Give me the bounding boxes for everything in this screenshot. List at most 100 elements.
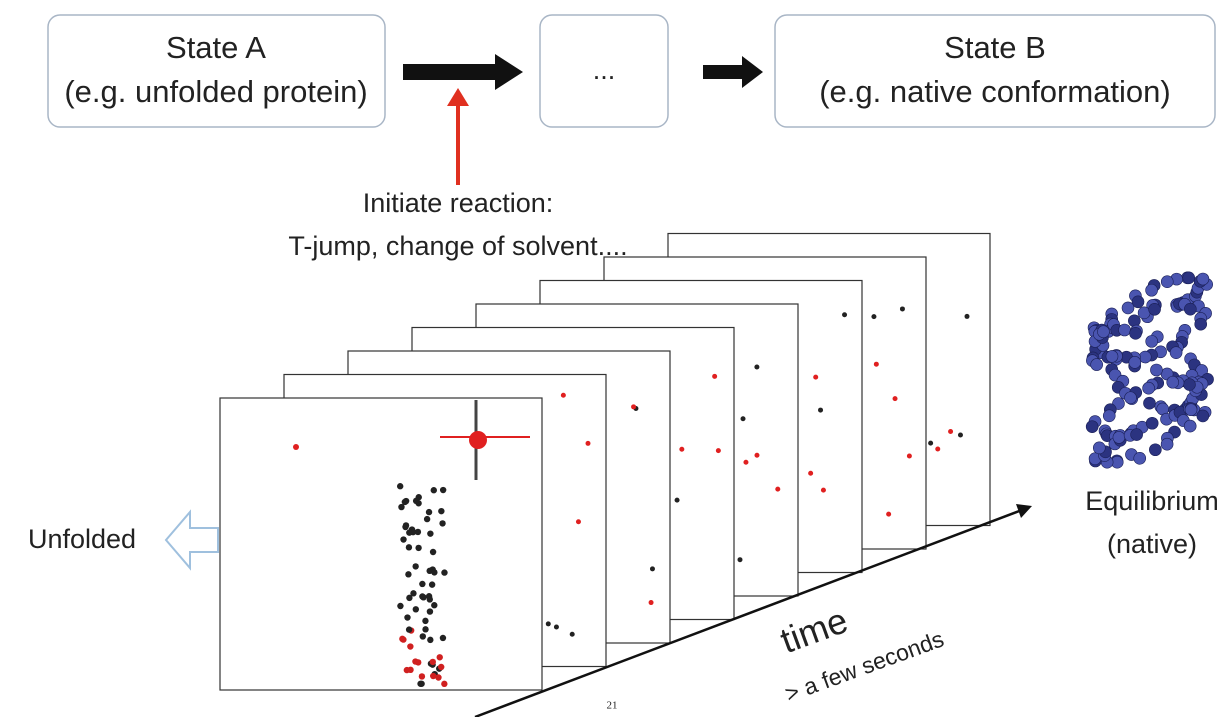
spectrum-peak xyxy=(398,503,405,511)
spectrum-peak xyxy=(715,448,721,454)
spectrum-peak xyxy=(438,507,445,515)
spectrum-peak xyxy=(422,617,429,625)
spectrum-peak xyxy=(428,581,436,588)
spectrum-peak xyxy=(886,511,892,517)
spectrum-peak xyxy=(928,440,934,446)
protein-atom xyxy=(1184,403,1198,417)
protein-atom xyxy=(1130,428,1143,441)
protein-atom xyxy=(1150,363,1163,377)
spectrum-peak xyxy=(679,446,685,452)
spectrum-peak xyxy=(412,606,420,613)
spectrum-peak xyxy=(469,431,487,449)
protein-atom xyxy=(1149,443,1162,457)
spectrum-peak xyxy=(899,306,905,312)
spectrum-peak xyxy=(419,633,427,640)
protein-atom xyxy=(1118,323,1131,337)
spectrum-peak xyxy=(415,544,422,552)
spectrum-peak xyxy=(426,596,433,603)
protein-atom xyxy=(1085,420,1099,433)
intermediate-box xyxy=(539,14,669,128)
spectrum-peak xyxy=(585,440,591,446)
spectrum-peak xyxy=(948,428,954,434)
protein-atom xyxy=(1184,302,1197,316)
spectrum-peak xyxy=(964,313,970,319)
unfolded-label: Unfolded xyxy=(28,524,136,554)
spectrum-peak xyxy=(545,621,551,627)
spectrum-peak xyxy=(426,608,434,615)
state-a-subtitle: (e.g. unfolded protein) xyxy=(64,74,367,109)
spectrum-peak xyxy=(400,636,407,643)
spectrum-peak xyxy=(423,515,431,523)
protein-atom xyxy=(1128,356,1142,369)
spectrum-peak xyxy=(425,508,433,516)
protein-atom xyxy=(1092,441,1106,455)
protein-atom xyxy=(1133,451,1147,465)
spectrum-peak xyxy=(575,519,581,525)
spectrum-peak xyxy=(396,483,404,490)
spectrum-frame xyxy=(219,397,543,691)
protein-atom xyxy=(1138,350,1152,364)
spectrum-peak xyxy=(430,672,437,680)
spectrum-peak xyxy=(427,530,434,537)
end-label: Equilibrium xyxy=(1085,486,1219,516)
spectrum-peak xyxy=(422,626,429,633)
spectrum-peak xyxy=(813,374,819,380)
reaction-arrow xyxy=(403,54,523,90)
trigger-line: Initiate reaction: xyxy=(363,188,554,218)
spectra-stack xyxy=(219,232,991,691)
spectrum-peak xyxy=(437,663,445,671)
spectrum-peak xyxy=(431,569,438,576)
intermediate-title: ... xyxy=(593,55,616,85)
protein-atom xyxy=(1145,283,1158,297)
spectrum-peak xyxy=(431,602,438,609)
spectrum-peak xyxy=(957,432,963,438)
spectrum-peak xyxy=(439,486,447,494)
trigger-arrowhead xyxy=(447,88,469,106)
protein-atom xyxy=(1196,409,1210,423)
spectrum-peak xyxy=(418,680,425,687)
end-label: (native) xyxy=(1107,529,1197,559)
spectrum-peak xyxy=(842,312,848,318)
spectrum-peak xyxy=(775,486,781,492)
time-axis xyxy=(474,508,1023,717)
protein-atom xyxy=(1143,396,1156,410)
protein-atom xyxy=(1090,358,1103,371)
spectrum-peak xyxy=(405,626,413,633)
spectrum-peak xyxy=(808,470,814,476)
protein-atom xyxy=(1102,409,1116,423)
state-a-box xyxy=(47,14,386,128)
spectrum-peak xyxy=(631,404,637,410)
spectrum-peak xyxy=(412,497,420,505)
state-a-title: State A xyxy=(166,30,266,65)
time-label: time xyxy=(775,599,853,661)
spectrum-peak xyxy=(436,654,443,661)
spectrum-peak xyxy=(712,373,718,379)
protein-atom xyxy=(1112,431,1126,444)
spectrum-peak xyxy=(441,680,448,688)
state-b-box xyxy=(774,14,1216,128)
spectrum-peak xyxy=(430,487,437,494)
protein-atom xyxy=(1145,416,1159,430)
spectrum-peak xyxy=(400,536,407,543)
spectrum-peak xyxy=(441,569,448,576)
protein-atom xyxy=(1124,391,1137,405)
spectrum-peak xyxy=(674,497,680,503)
spectrum-peak xyxy=(569,631,575,637)
front-spectrum xyxy=(293,400,530,688)
protein-atom xyxy=(1183,378,1196,391)
spectrum-peak xyxy=(873,361,879,367)
protein-atom xyxy=(1128,314,1141,328)
spectrum-peak xyxy=(419,580,426,588)
spectrum-peak xyxy=(648,600,654,606)
spectrum-peak xyxy=(397,602,404,610)
spectrum-peak xyxy=(406,594,413,602)
protein-atom xyxy=(1142,381,1155,395)
spectrum-peak xyxy=(439,634,447,642)
unfolded-arrow xyxy=(164,509,219,571)
protein-atom xyxy=(1097,325,1110,339)
spectrum-peak xyxy=(402,523,409,531)
spectrum-peak xyxy=(420,594,427,601)
protein-atom xyxy=(1129,327,1142,340)
spectrum-peak xyxy=(401,498,409,506)
state-b-title: State B xyxy=(944,30,1046,65)
